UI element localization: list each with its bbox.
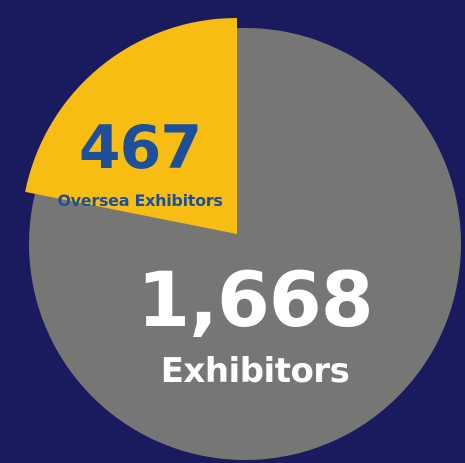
oversea-exhibitors-value: 467 [78, 113, 202, 183]
exhibitors-value: 1,668 [137, 255, 373, 344]
pie-slice-oversea-exhibitors [25, 18, 238, 234]
exhibitors-label: Exhibitors [160, 351, 350, 391]
oversea-exhibitors-label: Oversea Exhibitors [57, 191, 223, 210]
